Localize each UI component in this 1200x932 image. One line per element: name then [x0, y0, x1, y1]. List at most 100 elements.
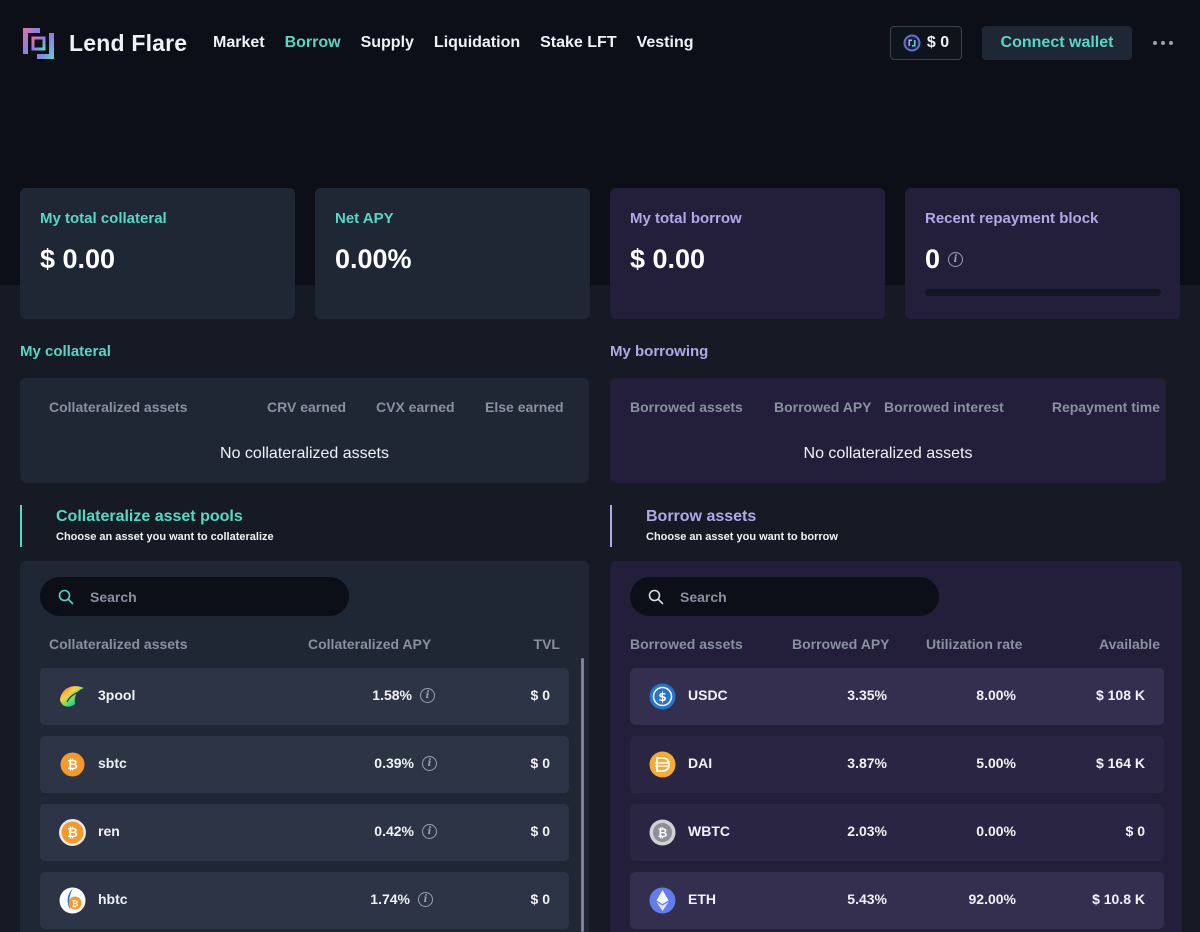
nav-stake-lft[interactable]: Stake LFT — [540, 34, 617, 51]
top-nav: Lend Flare Market Borrow Supply Liquidat… — [0, 0, 1200, 86]
column-header: Utilization rate — [926, 636, 1023, 652]
renbtc-icon: ₿ — [59, 819, 86, 846]
empty-state-text: No collateralized assets — [220, 445, 389, 462]
asset-apy: 2.03% — [847, 823, 887, 839]
pool-tvl: $ 0 — [530, 755, 550, 771]
borrow-row-usdc[interactable]: $ USDC 3.35% 8.00% $ 108 K — [630, 668, 1164, 725]
column-header: Repayment time — [1051, 399, 1160, 415]
asset-name: ETH — [688, 891, 716, 907]
borrow-assets-header: Borrow assets Choose an asset you want t… — [610, 505, 838, 547]
pool-row-3pool[interactable]: 3pool 1.58% i $ 0 — [40, 668, 569, 725]
dai-icon — [649, 751, 676, 778]
nav-vesting[interactable]: Vesting — [636, 34, 694, 51]
column-header: Borrowed assets — [630, 399, 743, 415]
borrow-search-input[interactable] — [680, 588, 910, 605]
info-icon[interactable]: i — [422, 824, 437, 839]
info-icon[interactable]: i — [948, 252, 964, 267]
pool-tvl: $ 0 — [530, 687, 550, 703]
column-header: Else earned — [485, 399, 564, 415]
asset-utilization: 5.00% — [976, 755, 1016, 771]
repayment-block-value: 0 — [925, 244, 941, 274]
column-header: TVL — [533, 636, 560, 652]
column-header: Collateralized assets — [49, 399, 188, 415]
svg-text:$: $ — [658, 690, 666, 704]
column-header: CVX earned — [376, 399, 455, 415]
asset-name: USDC — [688, 687, 728, 703]
total-collateral-value: $ 0.00 — [40, 244, 116, 274]
more-options-icon[interactable] — [1153, 33, 1179, 53]
search-icon — [58, 589, 74, 604]
asset-name: DAI — [688, 755, 713, 771]
column-header: CRV earned — [267, 399, 347, 415]
empty-state-text: No collateralized assets — [803, 445, 973, 462]
svg-text:₿: ₿ — [72, 900, 79, 909]
asset-available: $ 164 K — [1095, 755, 1145, 771]
brand-logo[interactable]: Lend Flare — [20, 25, 187, 62]
total-collateral-card: My total collateral $ 0.00 — [20, 188, 295, 319]
nav-borrow[interactable]: Borrow — [284, 34, 341, 51]
repayment-progress-bar — [925, 289, 1161, 296]
pool-apy: 0.42% — [374, 823, 414, 839]
pool-name: hbtc — [98, 891, 128, 907]
column-header: Available — [1099, 636, 1160, 652]
collateral-pools-header: Collateralize asset pools Choose an asse… — [20, 505, 274, 547]
pool-row-ren[interactable]: ₿ ren 0.42% i $ 0 — [40, 804, 569, 861]
hbtc-icon: ₿ — [59, 887, 86, 914]
scrollbar-thumb[interactable] — [581, 658, 584, 932]
lft-token-icon — [903, 34, 921, 52]
search-icon — [648, 589, 664, 604]
column-header: Borrowed assets — [630, 636, 743, 652]
column-header: Borrowed APY — [774, 399, 872, 415]
usdc-icon: $ — [649, 683, 676, 710]
pool-row-hbtc[interactable]: ₿ hbtc 1.74% i $ 0 — [40, 872, 569, 929]
brand-name: Lend Flare — [69, 30, 188, 56]
column-header: Borrowed APY — [792, 636, 890, 652]
svg-text:₿: ₿ — [658, 826, 668, 840]
column-header: Collateralized assets — [49, 636, 188, 652]
collateral-search — [40, 577, 349, 616]
repayment-block-card: Recent repayment block 0 i — [905, 188, 1180, 319]
asset-utilization: 92.00% — [968, 891, 1016, 907]
pool-tvl: $ 0 — [530, 823, 550, 839]
total-borrow-value: $ 0.00 — [630, 244, 706, 274]
info-icon[interactable]: i — [422, 756, 437, 771]
asset-apy: 5.43% — [847, 891, 887, 907]
asset-apy: 3.35% — [847, 687, 887, 703]
sbtc-icon: ₿ — [60, 752, 85, 777]
pool-row-sbtc[interactable]: ₿ sbtc 0.39% i $ 0 — [40, 736, 569, 793]
net-apy-label: Net APY — [335, 210, 394, 227]
borrow-search — [630, 577, 939, 616]
curve-3pool-icon — [60, 686, 85, 707]
balance-value: $ 0 — [926, 34, 950, 51]
borrow-assets-title: Borrow assets — [646, 508, 757, 525]
lend-flare-logo-icon — [23, 28, 54, 59]
borrow-row-dai[interactable]: DAI 3.87% 5.00% $ 164 K — [630, 736, 1164, 793]
borrow-row-eth[interactable]: ETH 5.43% 92.00% $ 10.8 K — [630, 872, 1164, 929]
nav-liquidation[interactable]: Liquidation — [433, 34, 521, 51]
pool-name: ren — [98, 823, 120, 839]
pool-name: sbtc — [98, 755, 127, 771]
asset-available: $ 0 — [1125, 823, 1145, 839]
collateral-search-input[interactable] — [90, 588, 320, 605]
repayment-block-row: 0 i — [925, 244, 1160, 275]
nav-market[interactable]: Market — [213, 34, 265, 51]
lft-balance-button[interactable]: $ 0 — [890, 26, 962, 60]
asset-apy: 3.87% — [847, 755, 887, 771]
nav-supply[interactable]: Supply — [360, 34, 414, 51]
borrow-assets-subtitle: Choose an asset you want to borrow — [646, 531, 838, 543]
my-collateral-table: Collateralized assets CRV earned CVX ear… — [20, 378, 589, 483]
pool-apy: 1.74% — [370, 891, 410, 907]
info-icon[interactable]: i — [420, 688, 435, 703]
borrow-row-wbtc[interactable]: ₿ WBTC 2.03% 0.00% $ 0 — [630, 804, 1164, 861]
section-accent-bar — [20, 505, 22, 547]
pool-tvl: $ 0 — [530, 891, 550, 907]
connect-wallet-button[interactable]: Connect wallet — [982, 26, 1132, 60]
net-apy-card: Net APY 0.00% — [315, 188, 590, 319]
info-icon[interactable]: i — [418, 892, 433, 907]
total-borrow-card: My total borrow $ 0.00 — [610, 188, 885, 319]
collateral-pools-subtitle: Choose an asset you want to collateraliz… — [56, 531, 274, 543]
svg-text:₿: ₿ — [67, 826, 78, 841]
asset-available: $ 108 K — [1095, 687, 1145, 703]
eth-icon — [649, 887, 676, 914]
pool-name: 3pool — [98, 687, 136, 703]
